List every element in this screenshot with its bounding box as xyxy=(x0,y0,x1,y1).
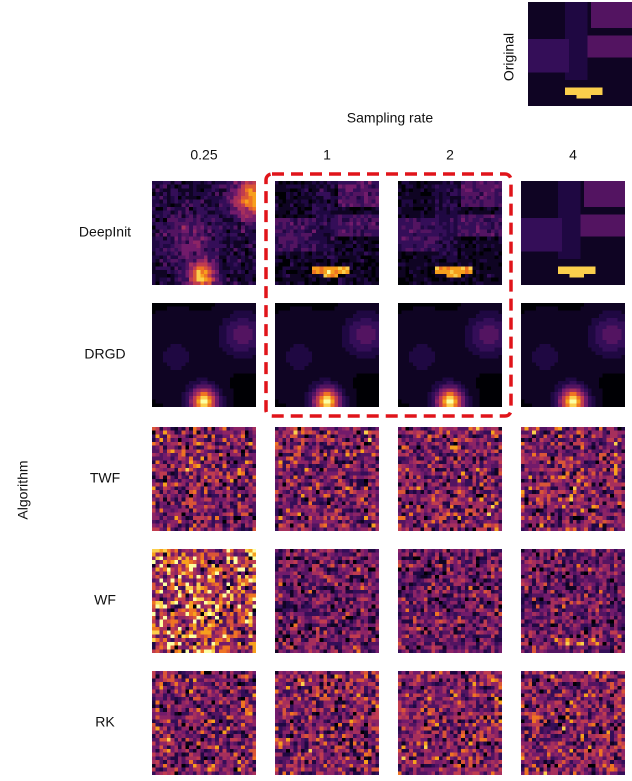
pixels xyxy=(528,39,569,72)
pixels xyxy=(446,400,453,404)
reconstruction-image xyxy=(275,549,379,653)
pixels xyxy=(200,388,207,392)
y-axis-title: Algorithm xyxy=(15,460,31,519)
reconstruction-image xyxy=(152,549,256,653)
column-label: 2 xyxy=(446,147,454,163)
row-label: DeepInit xyxy=(79,224,131,240)
pixels xyxy=(569,400,576,404)
reconstruction-image xyxy=(521,303,625,407)
pixels xyxy=(446,388,453,392)
row-label: TWF xyxy=(90,470,120,486)
reconstruction-image xyxy=(275,181,379,285)
reconstruction-image xyxy=(398,181,502,285)
row-label: WF xyxy=(94,592,116,608)
reconstruction-image xyxy=(521,671,625,775)
reconstruction-image xyxy=(152,181,256,285)
reconstruction-image xyxy=(275,671,379,775)
reconstruction-image xyxy=(521,427,625,531)
reconstruction-image xyxy=(152,671,256,775)
pixels xyxy=(185,468,189,472)
x-axis-title: Sampling rate xyxy=(347,110,434,126)
column-label: 1 xyxy=(323,147,331,163)
pixels xyxy=(521,218,562,251)
row-label: RK xyxy=(95,714,115,730)
column-label: 0.25 xyxy=(190,147,217,163)
reconstruction-image xyxy=(398,549,502,653)
pixels xyxy=(569,388,576,392)
original-image xyxy=(528,2,632,106)
reconstruction-image xyxy=(398,303,502,407)
pixels xyxy=(368,181,372,185)
column-label: 4 xyxy=(569,147,577,163)
reconstruction-image xyxy=(152,427,256,531)
reconstruction-image xyxy=(398,427,502,531)
reconstruction-image xyxy=(398,671,502,775)
reconstruction-image xyxy=(521,181,625,285)
pixels xyxy=(323,400,330,404)
reconstruction-image xyxy=(521,549,625,653)
pixels xyxy=(323,388,330,392)
row-label: DRGD xyxy=(84,346,125,362)
reconstruction-image xyxy=(152,303,256,407)
original-label: Original xyxy=(501,33,517,81)
pixels xyxy=(200,400,207,404)
pixels xyxy=(167,738,171,742)
figure: Original Sampling rate Algorithm 0.25 1 2 4… xyxy=(0,0,632,776)
pixels xyxy=(327,270,331,274)
reconstruction-image xyxy=(275,303,379,407)
reconstruction-image xyxy=(275,427,379,531)
